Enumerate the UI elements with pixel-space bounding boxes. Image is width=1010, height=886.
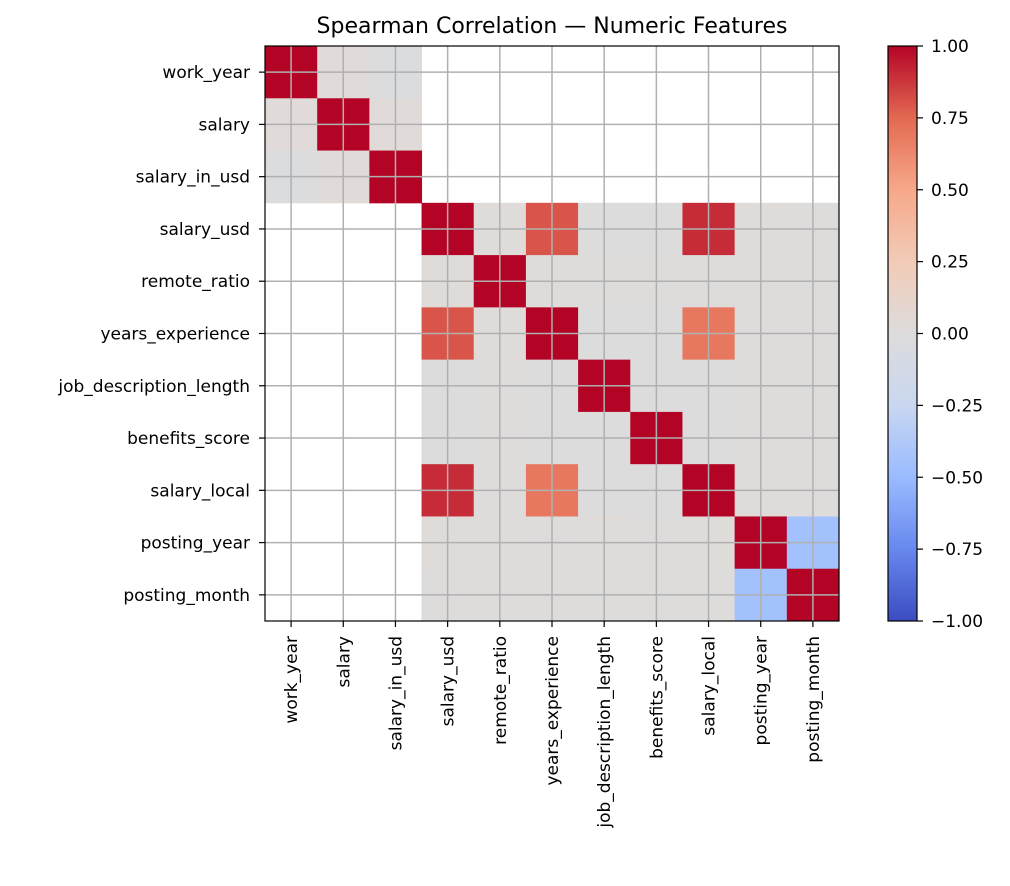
chart-title: Spearman Correlation — Numeric Features xyxy=(317,14,788,39)
colorbar-tick-label: 0.25 xyxy=(931,253,969,273)
x-tick-label: salary_in_usd xyxy=(386,636,406,750)
colorbar-ticks: 1.00 0.75 0.50 0.25 0.00 −0.25 −0.50 −0.75 −1.00 xyxy=(917,37,983,632)
x-tick-label: benefits_score xyxy=(647,636,667,759)
y-tick-label: posting_month xyxy=(123,586,250,606)
x-tick-label: posting_month xyxy=(804,636,824,763)
x-tick-label: work_year xyxy=(282,636,302,724)
y-tick-label: salary_in_usd xyxy=(136,168,250,188)
colorbar-tick-label: 1.00 xyxy=(931,37,969,57)
colorbar-tick-label: −0.50 xyxy=(931,468,983,488)
colorbar-tick-label: 0.50 xyxy=(931,181,969,201)
y-tick-label: work_year xyxy=(162,63,250,83)
colorbar-tick-label: −1.00 xyxy=(931,612,983,632)
x-tick-label: salary_local xyxy=(700,636,720,736)
x-tick-label: remote_ratio xyxy=(491,636,511,745)
x-tick-label: salary xyxy=(334,636,354,687)
y-tick-label: salary_local xyxy=(150,481,250,501)
x-tick-labels: work_year salary salary_in_usd salary_usd re… xyxy=(282,621,824,829)
y-tick-label: benefits_score xyxy=(127,429,250,449)
colorbar-tick-label: −0.75 xyxy=(931,540,983,560)
y-tick-label: salary xyxy=(199,115,250,135)
heatmap-gridlines xyxy=(265,46,839,621)
y-tick-label: job_description_length xyxy=(57,377,250,397)
x-tick-label: posting_year xyxy=(752,636,772,745)
colorbar-tick-label: 0.00 xyxy=(931,325,969,345)
colorbar-tick-label: −0.25 xyxy=(931,396,983,416)
y-tick-label: remote_ratio xyxy=(141,272,250,292)
y-tick-label: years_experience xyxy=(100,325,250,345)
x-tick-label: years_experience xyxy=(543,636,563,786)
colorbar xyxy=(887,45,918,622)
y-tick-label: salary_usd xyxy=(160,220,250,240)
x-tick-label: salary_usd xyxy=(439,636,459,726)
colorbar-tick-label: 0.75 xyxy=(931,109,969,129)
y-tick-label: posting_year xyxy=(141,534,250,554)
x-tick-label: job_description_length xyxy=(595,636,615,829)
